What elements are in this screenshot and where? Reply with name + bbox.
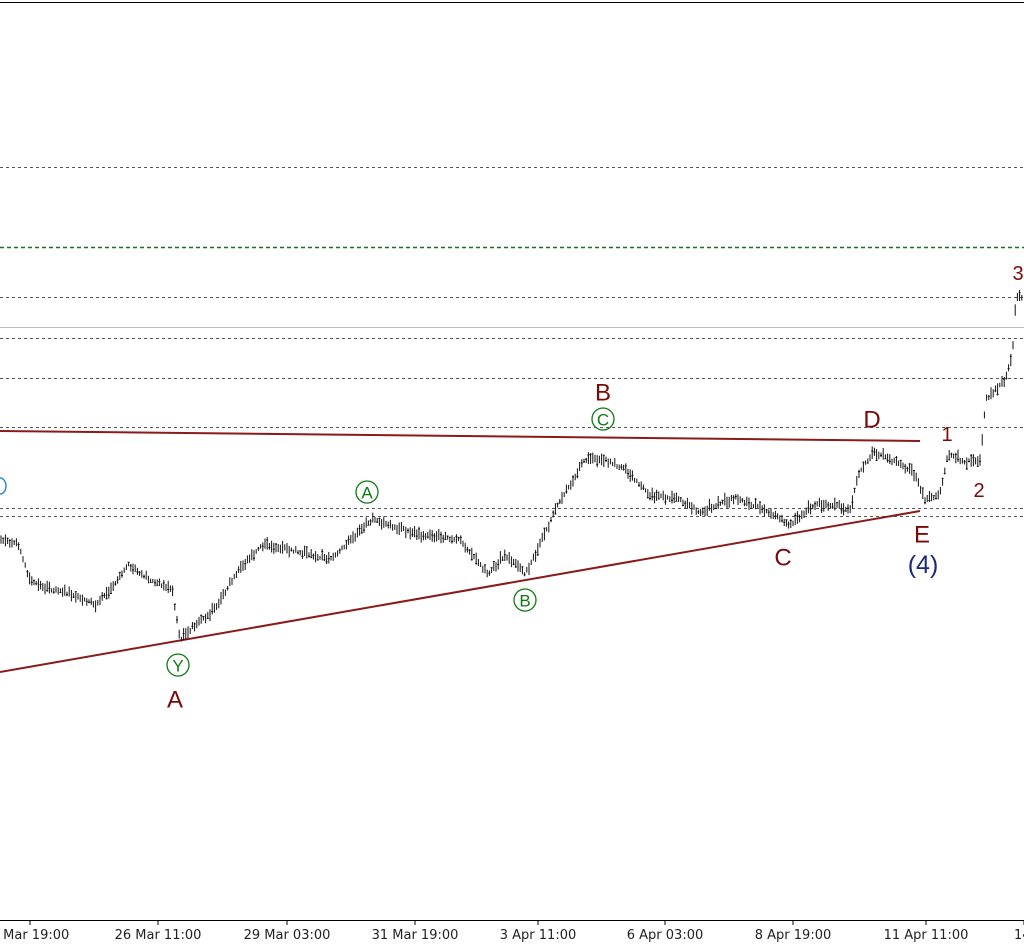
candles-group	[0, 289, 1023, 642]
wave-label: (4)	[908, 551, 939, 579]
wave-label: 3	[1012, 263, 1023, 285]
circled-wave-label: B	[519, 592, 530, 611]
x-axis-ticks: 8 Mar 19:00 26 Mar 11:00 29 Mar 03:00 31 Ma…	[0, 920, 1024, 943]
x-tick-label: 29 Mar 03:00	[244, 928, 331, 943]
circled-wave-label: A	[361, 484, 373, 503]
x-tick-label: 3 Apr 11:00	[500, 928, 577, 943]
x-tick-label: 31 Mar 19:00	[372, 928, 459, 943]
wave-label: 2	[973, 480, 984, 502]
circled-label-ring	[166, 653, 190, 677]
wave-label: E	[914, 522, 930, 549]
wave-label: C	[774, 545, 791, 572]
wave-label: B	[595, 380, 611, 407]
circled-label-ring	[355, 480, 379, 504]
wave-label: D	[863, 407, 880, 434]
upper-trendline	[0, 430, 921, 442]
x-tick-label: 6 Apr 03:00	[627, 928, 704, 943]
lower-trendline	[0, 510, 921, 673]
wave-label: A	[167, 687, 183, 714]
wave-label: 1	[941, 424, 952, 446]
circled-label-ring	[513, 588, 537, 612]
x-tick-label: 8 Mar 19:00	[0, 928, 69, 943]
circled-label-ring	[591, 407, 615, 431]
x-tick-label: 14	[1014, 928, 1024, 943]
x-tick-label: 8 Apr 19:00	[755, 928, 832, 943]
partial-circle-marker	[0, 477, 7, 495]
circled-wave-label: C	[597, 411, 609, 430]
x-tick-label: 26 Mar 11:00	[115, 928, 202, 943]
circled-wave-label: Y	[172, 657, 183, 676]
x-tick-label: 11 Apr 11:00	[884, 928, 969, 943]
